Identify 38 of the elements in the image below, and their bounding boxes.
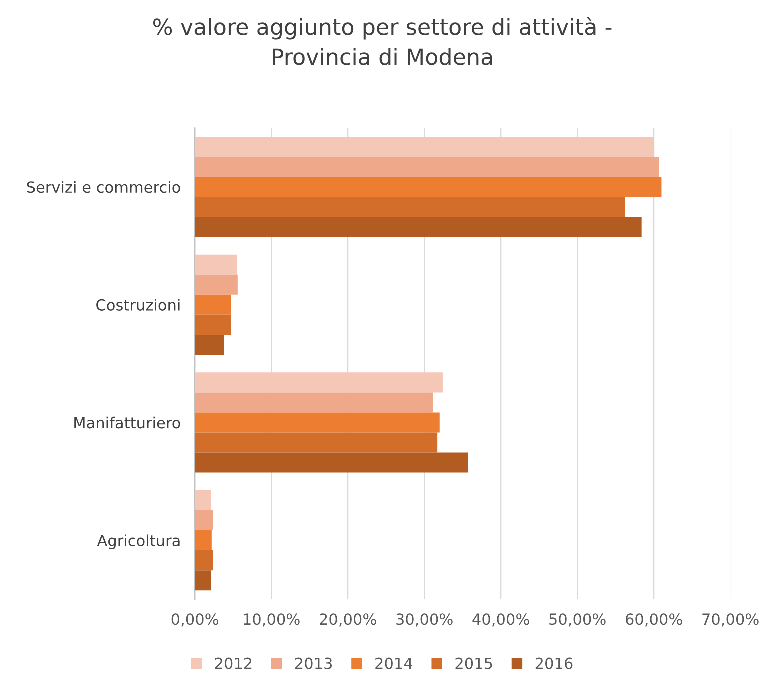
bar bbox=[195, 334, 224, 355]
chart-title: % valore aggiunto per settore di attività - Provincia di Modena bbox=[153, 17, 612, 66]
bar bbox=[195, 254, 238, 275]
bar bbox=[195, 510, 214, 531]
bar bbox=[195, 550, 214, 571]
x-tick-label: 20,00% bbox=[320, 614, 376, 627]
bar bbox=[195, 530, 212, 551]
bar bbox=[195, 570, 212, 591]
bar bbox=[195, 412, 440, 433]
bar bbox=[195, 432, 438, 453]
bar bbox=[195, 197, 626, 218]
legend-label: 2014 bbox=[376, 658, 413, 670]
bar bbox=[195, 157, 660, 178]
bar bbox=[195, 392, 433, 413]
legend-label: 2015 bbox=[456, 658, 492, 670]
y-tick-label: Agricoltura bbox=[97, 534, 180, 550]
bar bbox=[195, 314, 232, 335]
bar bbox=[195, 372, 443, 393]
bar bbox=[195, 452, 468, 473]
legend-label: 2012 bbox=[215, 658, 252, 670]
legend-label: 2013 bbox=[296, 658, 332, 670]
x-tick-label: 50,00% bbox=[550, 614, 606, 627]
x-tick-label: 40,00% bbox=[472, 614, 530, 627]
bar bbox=[195, 490, 212, 510]
x-tick-label: 10,00% bbox=[244, 614, 300, 627]
y-tick-label: Costruzioni bbox=[96, 299, 180, 311]
bar bbox=[195, 137, 654, 158]
y-tick-label: Servizi e commercio bbox=[27, 181, 180, 194]
x-tick-label: 60,00% bbox=[626, 614, 682, 627]
x-tick-label: 30,00% bbox=[396, 614, 453, 627]
x-tick-label: 0,00% bbox=[172, 614, 218, 627]
bar bbox=[195, 294, 232, 315]
bar bbox=[195, 274, 238, 295]
bar bbox=[195, 217, 642, 238]
x-tick-label: 70,00% bbox=[702, 614, 759, 627]
legend-label: 2016 bbox=[536, 658, 573, 670]
y-tick-label: Manifatturiero bbox=[74, 416, 180, 429]
bar bbox=[195, 177, 662, 198]
